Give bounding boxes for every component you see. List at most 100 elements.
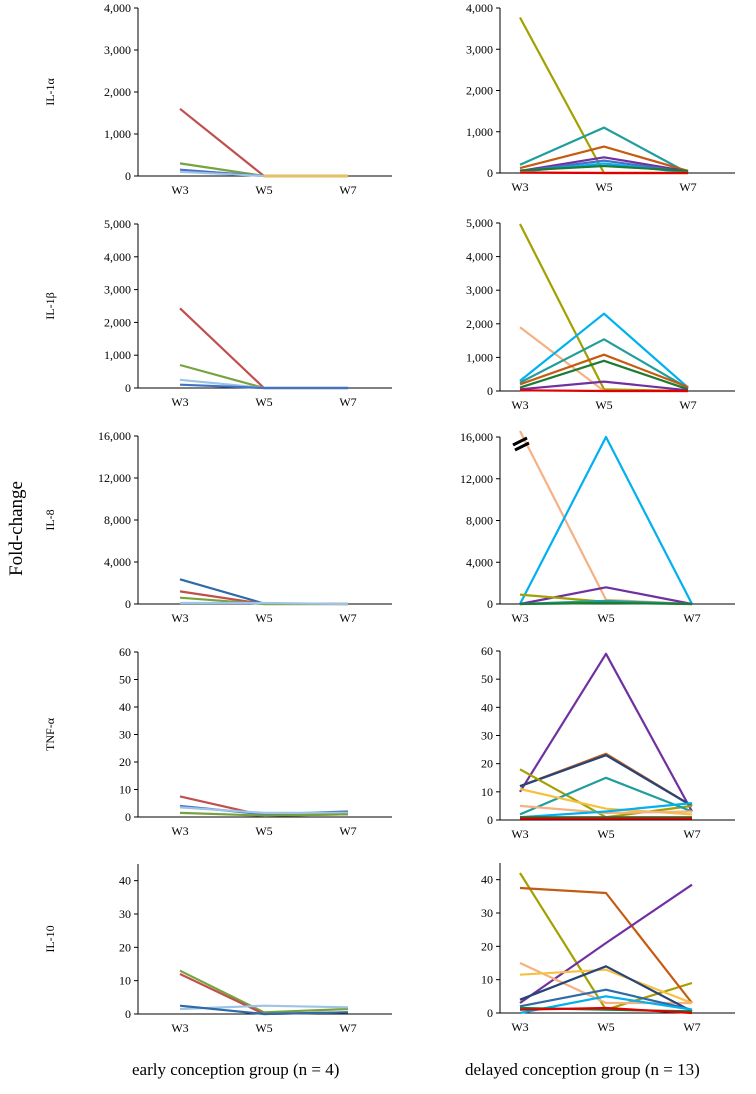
y-tick-label: 40 [119,700,131,714]
x-tick-label: W3 [171,395,188,409]
y-tick-label: 60 [481,644,493,658]
panel-ylabel: IL-8 [43,509,57,530]
x-tick-label: W3 [511,180,528,194]
x-tick-label: W3 [511,827,528,841]
y-tick-label: 4,000 [104,250,131,264]
y-tick-label: 3,000 [466,42,493,56]
series-line-D2 [519,126,689,174]
delayed-group-label: delayed conception group (n = 13) [465,1060,700,1079]
y-tick-label: 10 [119,974,131,988]
y-tick-label: 4,000 [104,1,131,15]
series-line-D10 [519,1006,693,1015]
series-line-E4 [180,601,349,606]
series-line-D5 [519,968,693,1005]
y-tick-label: 20 [481,939,493,953]
series-line-E4 [179,811,349,817]
series-line-D8 [519,389,688,393]
series-line-D3 [519,754,693,807]
series-line-E1 [179,307,348,390]
y-tick-label: 60 [119,645,131,659]
x-tick-label: W7 [339,395,356,409]
y-tick-label: 2,000 [466,317,493,331]
y-tick-label: 0 [487,1006,493,1020]
y-tick-label: 20 [119,940,131,954]
y-tick-label: 12,000 [460,472,493,486]
x-tick-label: W5 [255,395,272,409]
series-line-D3 [519,312,689,389]
panel-ylabel: IL-10 [43,925,57,952]
series-line-D1 [519,652,693,813]
series-line-D6 [519,601,693,606]
x-tick-label: W5 [255,611,272,625]
y-tick-label: 30 [119,728,131,742]
y-tick-label: 2,000 [104,85,131,99]
x-tick-label: W3 [171,611,188,625]
y-tick-label: 8,000 [466,514,493,528]
y-tick-label: 40 [119,874,131,888]
x-tick-label: W3 [171,183,188,197]
y-tick-label: 30 [481,729,493,743]
y-tick-label: 30 [481,906,493,920]
series-line-D6 [519,965,693,1013]
series-line-D1 [519,16,688,175]
x-tick-label: W7 [683,827,700,841]
y-tick-label: 0 [125,810,131,824]
chart-il1a-early: 0 1,000 2,000 3,000 4,000 W3 W5 W7 IL-1α [43,1,392,197]
y-tick-label: 3,000 [466,283,493,297]
x-tick-label: W3 [171,1021,188,1035]
axis-break-mark [514,441,530,452]
series-line-D4 [519,156,689,173]
y-tick-label: 0 [125,169,131,183]
series-line-D2 [519,752,693,807]
x-tick-label: W5 [595,398,612,412]
series-line-D3 [519,145,689,172]
x-tick-label: W5 [255,1021,272,1035]
y-axis-title: Fold-change [6,481,27,576]
y-tick-label: 4,000 [466,555,493,569]
y-tick-label: 3,000 [104,283,131,297]
panel-ylabel: TNF-α [43,717,57,751]
panel-ylabel: IL-1β [43,292,57,319]
series-line-E3 [179,806,348,815]
y-tick-label: 8,000 [104,513,131,527]
y-tick-label: 2,000 [466,84,493,98]
series-line-E1 [179,969,349,1014]
y-tick-label: 20 [481,757,493,771]
y-tick-label: 3,000 [104,43,131,57]
x-tick-label: W7 [339,824,356,838]
x-tick-label: W7 [683,1020,700,1034]
y-tick-label: 50 [119,673,131,687]
y-tick-label: 30 [119,907,131,921]
y-tick-label: 4,000 [104,555,131,569]
series-line-D2 [519,435,693,605]
y-tick-label: 10 [119,783,131,797]
y-tick-label: 16,000 [460,430,493,444]
x-tick-label: W3 [511,611,528,625]
series-line-D7 [519,164,689,172]
series-line-D5 [519,776,693,816]
y-tick-label: 1,000 [466,350,493,364]
y-tick-label: 16,000 [98,429,131,443]
chart-tnfa-delayed: 0 10 20 30 40 50 60 W3 W5 W7 [481,644,735,841]
axis-break-mark [512,436,528,447]
y-tick-label: 0 [487,597,493,611]
series-line-E1 [179,107,348,178]
x-tick-label: W5 [597,827,614,841]
series-line-E2 [179,363,348,390]
x-tick-label: W7 [683,611,700,625]
chart-il10-delayed: 0 10 20 30 40 W3 W5 W7 [481,863,735,1034]
y-tick-label: 12,000 [98,471,131,485]
y-tick-label: 40 [481,700,493,714]
series-line-D8 [519,802,693,819]
series-line-D7 [519,380,689,392]
x-tick-label: W3 [511,1020,528,1034]
y-tick-label: 50 [481,672,493,686]
series-line-E4 [179,383,348,390]
series-line-E4 [179,1004,349,1016]
x-tick-label: W5 [597,1020,614,1034]
series-line-D3 [519,586,693,606]
series-line-D4 [519,338,689,390]
series-line-D1 [519,430,693,606]
x-tick-label: W3 [171,824,188,838]
